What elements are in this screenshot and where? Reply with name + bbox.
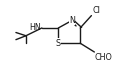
Text: Cl: Cl xyxy=(92,6,100,15)
Text: S: S xyxy=(56,39,61,48)
Text: N: N xyxy=(69,16,75,25)
Text: CHO: CHO xyxy=(95,53,113,62)
Text: HN: HN xyxy=(29,23,41,32)
